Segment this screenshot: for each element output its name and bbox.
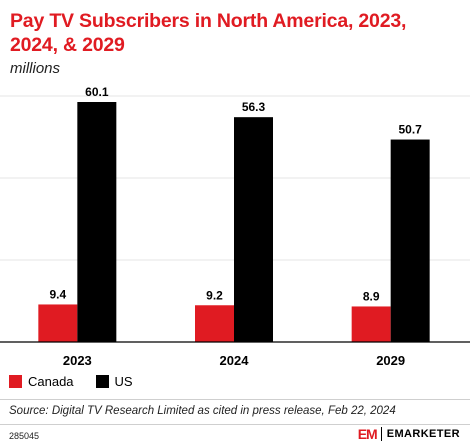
legend-item-us: US	[95, 374, 133, 389]
bar-canada-2029	[351, 306, 391, 342]
footer-divider-top	[0, 399, 470, 400]
legend-label-us: US	[114, 374, 133, 389]
bar-us-2023	[77, 102, 117, 342]
data-label-us-2023: 60.1	[85, 85, 109, 99]
bar-canada-2023	[38, 304, 78, 342]
brand-mark: EM	[357, 426, 378, 442]
chart-subtitle: millions	[10, 60, 61, 77]
data-label-canada-2023: 9.4	[49, 287, 66, 301]
data-label-us-2024: 56.3	[242, 100, 266, 114]
footer-divider-bottom	[0, 424, 470, 425]
bar-chart: 9.4 60.1 2023 9.2 56.3 2024 8.9 50.7 2029	[0, 85, 470, 368]
x-tick-label-2023: 2023	[63, 353, 92, 368]
bar-us-2029	[390, 139, 430, 342]
legend-swatch-us	[95, 375, 109, 388]
bar-us-2024	[234, 117, 273, 342]
brand-name: EMARKETER	[386, 428, 460, 440]
x-tick-label-2024: 2024	[220, 353, 250, 368]
legend-swatch-canada	[9, 375, 22, 388]
data-label-canada-2029: 8.9	[363, 289, 380, 303]
x-tick-label-2029: 2029	[376, 353, 405, 368]
legend-label-canada: Canada	[28, 374, 74, 389]
chart-title: Pay TV Subscribers in North America, 202…	[10, 10, 407, 56]
data-label-canada-2024: 9.2	[206, 288, 223, 302]
legend-item-canada: Canada	[9, 374, 74, 389]
source-note: Source: Digital TV Research Limited as c…	[9, 405, 396, 417]
brand-separator	[380, 427, 382, 441]
data-label-us-2029: 50.7	[398, 123, 422, 137]
chart-legend: Canada US	[9, 374, 155, 389]
bar-canada-2024	[195, 305, 234, 342]
chart-id: 285045	[9, 431, 40, 441]
brand-logo: EM EMARKETER	[358, 426, 460, 442]
